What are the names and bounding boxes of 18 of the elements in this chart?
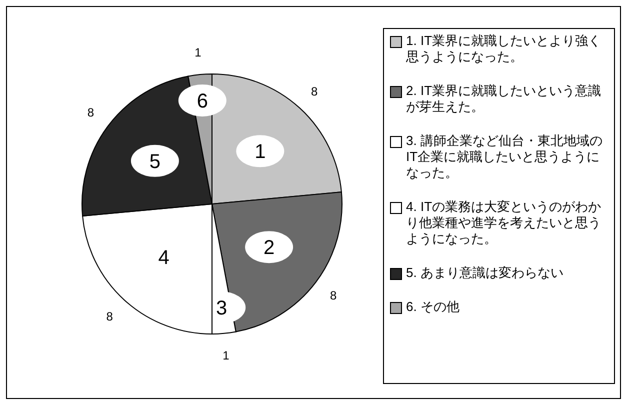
text: 5 [149, 150, 161, 173]
data-label: 8 [330, 288, 337, 303]
legend-label: 4. ITの業務は大変というのがわかり他業種や進学を考えたいと思うようになった。 [406, 199, 602, 247]
legend-label: 1. IT業界に就職したいとより強く思うようになった。 [406, 33, 602, 65]
text: 6 [196, 90, 208, 112]
text: 2 [263, 237, 275, 260]
legend-label: 3. 講師企業など仙台・東北地域のIT企業に就職したいと思うようになった。 [406, 133, 604, 181]
text: 4 [158, 246, 170, 269]
text: 3 [216, 298, 228, 320]
data-label: 8 [311, 84, 318, 99]
legend-label: 2. IT業界に就職したいという意識が芽生えた。 [406, 83, 602, 115]
data-label: 8 [106, 309, 114, 324]
data-label: 1 [222, 348, 230, 362]
legend-label: 6. その他 [406, 299, 460, 315]
data-label: 1 [194, 46, 202, 60]
data-label: 8 [87, 105, 94, 120]
legend-label: 5. あまり意識は変わらない [406, 265, 564, 281]
text: 1 [254, 141, 266, 164]
